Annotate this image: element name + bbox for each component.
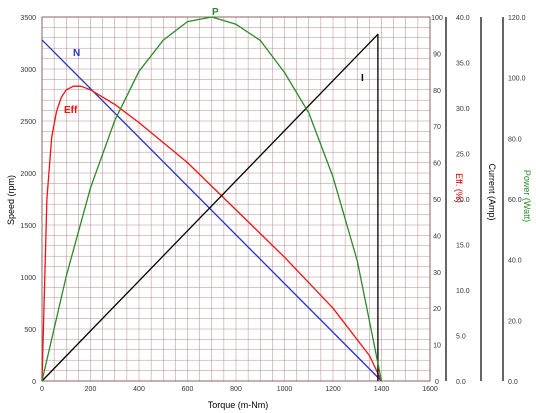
efficiency-tick-label: 10 (433, 343, 441, 350)
speed-tick-label: 3500 (20, 15, 36, 22)
plot-grid (41, 16, 431, 382)
current-tick-label: 40.0 (456, 15, 470, 22)
speed-tick-label: 2000 (20, 171, 36, 178)
efficiency-tick-label: 0 (435, 379, 439, 386)
current-tick-label: 5.0 (456, 334, 466, 341)
efficiency-tick-label: 100 (431, 15, 443, 22)
series-label-n: N (73, 48, 80, 59)
series-label-i: I (361, 73, 364, 84)
x-tick-label: 0 (40, 386, 44, 393)
efficiency-tick-label: 30 (433, 270, 441, 277)
speed-tick-label: 2500 (20, 119, 36, 126)
power-tick-label: 40.0 (508, 258, 522, 265)
x-tick-label: 400 (133, 386, 145, 393)
x-tick-label: 1600 (422, 386, 438, 393)
speed-axis-title: Speed (rpm) (6, 175, 16, 225)
series-line-i (41, 33, 379, 382)
x-tick-label: 1000 (277, 386, 293, 393)
current-tick-label: 15.0 (456, 243, 470, 250)
power-tick-label: 60.0 (508, 197, 522, 204)
x-tick-label: 800 (230, 386, 242, 393)
current-tick-label: 25.0 (456, 152, 470, 159)
series-line-p (41, 16, 383, 382)
efficiency-tick-label: 70 (433, 124, 441, 131)
x-tick-label: 200 (85, 386, 97, 393)
current-tick-label: 0.0 (456, 379, 466, 386)
speed-tick-label: 1500 (20, 223, 36, 230)
series-label-eff: Eff (64, 105, 78, 116)
series-line-n (41, 39, 382, 382)
series-label-p: P (212, 7, 219, 18)
current-axis-title: Current (Amp) (487, 163, 497, 220)
efficiency-tick-label: 50 (433, 197, 441, 204)
series-layer (41, 16, 383, 382)
axes-layer (445, 17, 504, 381)
x-tick-label: 1200 (325, 386, 341, 393)
x-axis-title: Torque (m-Nm) (208, 400, 269, 410)
current-tick-label: 30.0 (456, 106, 470, 113)
speed-tick-label: 1000 (20, 275, 36, 282)
x-tick-label: 600 (182, 386, 194, 393)
efficiency-axis-title: Eff. (%) (454, 173, 464, 203)
efficiency-tick-label: 60 (433, 161, 441, 168)
series-line-eff (41, 85, 383, 382)
power-tick-label: 100.0 (508, 76, 526, 83)
efficiency-tick-label: 80 (433, 88, 441, 95)
current-tick-label: 20.0 (456, 197, 470, 204)
current-tick-label: 10.0 (456, 288, 470, 295)
plot-border (41, 16, 431, 382)
efficiency-tick-label: 40 (433, 233, 441, 240)
speed-tick-label: 500 (24, 327, 36, 334)
power-axis-title: Power (Watt) (522, 170, 532, 222)
power-tick-label: 20.0 (508, 318, 522, 325)
power-tick-label: 80.0 (508, 136, 522, 143)
efficiency-tick-label: 20 (433, 306, 441, 313)
power-tick-label: 120.0 (508, 15, 526, 22)
x-tick-label: 1400 (374, 386, 390, 393)
efficiency-tick-label: 90 (433, 51, 441, 58)
current-tick-label: 35.0 (456, 61, 470, 68)
tick-labels: 0 200 400 600 800 1000 1200 1400 160005001000150… (20, 15, 525, 393)
speed-tick-label: 0 (32, 379, 36, 386)
speed-tick-label: 3000 (20, 67, 36, 74)
power-tick-label: 0.0 (508, 379, 518, 386)
